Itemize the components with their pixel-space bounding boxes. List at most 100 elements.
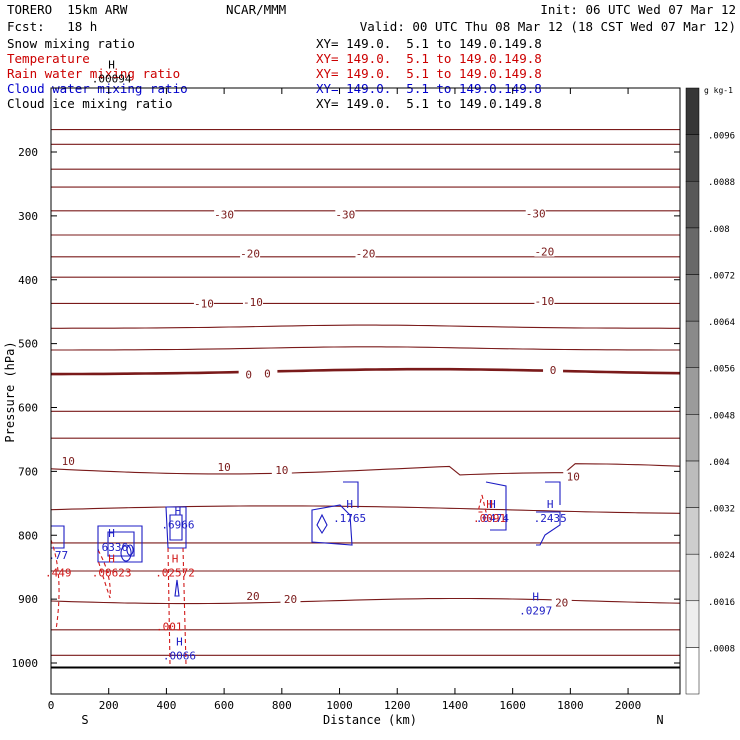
temperature-label-bg: [335, 208, 356, 220]
field-xy-temperature: XY= 149.0. 5.1 to 149.0.149.8: [316, 51, 542, 66]
x-tick-label: 1000: [326, 699, 353, 712]
rain-water-contour: [182, 547, 187, 666]
colorbar-label: .0056: [708, 365, 735, 375]
center-title: NCAR/MMM: [226, 2, 287, 17]
maximum-value: .0066: [163, 649, 196, 662]
colorbar-band: [685, 507, 700, 555]
y-axis-title: Pressure (hPa): [3, 341, 17, 442]
colorbar-band: [685, 600, 700, 648]
rain-water-contour: [50, 539, 60, 631]
rain-water-contour: [477, 494, 487, 513]
colorbar-band: [685, 227, 700, 275]
x-tick-label: 800: [272, 699, 292, 712]
temperature-label: 20: [284, 593, 297, 606]
isotherm-line: [50, 597, 681, 605]
maximum-value: .0474: [476, 512, 509, 525]
x-axis-title: Distance (km): [323, 713, 417, 727]
isotherm-line: [51, 324, 680, 329]
maximum-marker: H: [547, 498, 554, 511]
temperature-label: -20: [356, 248, 376, 261]
y-tick-label: 700: [18, 465, 38, 478]
colorbar-label: .004: [708, 458, 730, 468]
temperature-label-bg: [551, 596, 572, 608]
temperature-label-bg: [240, 247, 261, 259]
temperature-label-bg: [214, 460, 235, 472]
x-tick-label: 600: [214, 699, 234, 712]
cloud-water-contour: [545, 481, 561, 505]
temperature-label-bg: [242, 589, 263, 601]
temperature-label-bg: [355, 247, 376, 259]
colorbar-band: [685, 367, 700, 415]
temperature-label: 10: [275, 464, 288, 477]
x-tick-label: 1200: [384, 699, 411, 712]
rain-water-contour: [97, 549, 111, 599]
temperature-label-bg: [58, 455, 79, 467]
maximum-value: .6966: [161, 518, 194, 531]
temperature-label: 20: [555, 596, 568, 609]
temperature-label: -10: [243, 296, 263, 309]
temperature-label-bg: [257, 367, 278, 379]
temperature-labels: -30 -30 -30-20 -20 -20-10 -10 -100 0 010 10 10 1020…: [58, 207, 584, 609]
colorbar-band: [685, 274, 700, 322]
temperature-label-bg: [280, 593, 301, 605]
temperature-label: -30: [214, 209, 234, 222]
y-tick-label: 1000: [12, 657, 39, 670]
maximum-marker: H: [532, 591, 539, 604]
temperature-label-bg: [193, 297, 214, 309]
temperature-label-bg: [242, 296, 263, 308]
cloud-water-contour: [165, 506, 187, 549]
valid-time: Valid: 00 UTC Thu 08 Mar 12 (18 CST Wed …: [359, 19, 736, 34]
init-time: Init: 06 UTC Wed 07 Mar 12: [540, 2, 736, 17]
cloud-contours: [50, 481, 561, 666]
maximum-value: .77: [48, 549, 68, 562]
temperature-label-bg: [525, 207, 546, 219]
header: TORERO 15km ARW NCAR/MMM Init: 06 UTC We…: [0, 0, 740, 116]
endpoint-right-label: N: [656, 713, 663, 727]
temperature-label-bg: [534, 294, 555, 306]
temperature-label: 10: [62, 455, 75, 468]
colorbar-band: [685, 134, 700, 182]
colorbar-unit: g kg-1: [704, 86, 733, 95]
maximum-value: .449: [45, 566, 72, 579]
colorbar: .0008 .0016 .0024 .0032 .004 .0048 .0056 .0064.…: [685, 87, 735, 695]
temperature-label-bg: [238, 368, 259, 380]
temperature-label: 10: [217, 461, 230, 474]
maximum-marker: H: [489, 498, 496, 511]
x-tick-label: 2000: [615, 699, 642, 712]
cloud-water-contour: [107, 531, 135, 557]
maximum-marker: H: [176, 635, 183, 648]
cloud-water-contour: [169, 514, 183, 541]
temperature-label-bg: [214, 208, 235, 220]
maximum-value: .00094: [92, 73, 132, 86]
temperature-label: -30: [526, 207, 546, 220]
y-tick-label: 200: [18, 146, 38, 159]
colorbar-band: [685, 414, 700, 462]
temperature-label: -20: [534, 246, 554, 259]
colorbar-unit-label: g kg-1: [704, 86, 733, 95]
temperature-label: 10: [567, 470, 580, 483]
colorbar-label: .0024: [708, 551, 735, 561]
cloud-water-contour: [316, 513, 328, 535]
cloud-water-contour: [485, 481, 507, 531]
maximum-value: .0297: [519, 605, 552, 618]
y-tick-label: 900: [18, 593, 38, 606]
field-xy-snow: XY= 149.0. 5.1 to 149.0.149.8: [316, 36, 542, 51]
colorbar-label: .0016: [708, 598, 735, 608]
maximum-marker: H: [486, 498, 493, 511]
temperature-label: -10: [534, 295, 554, 308]
cloud-water-contour: [311, 504, 353, 546]
model-title: TORERO 15km ARW: [7, 2, 128, 17]
colorbar-label: .0072: [708, 271, 735, 281]
temperature-label: 20: [246, 590, 259, 603]
colorbar-band: [685, 320, 700, 368]
y-tick-label: 500: [18, 338, 38, 351]
maximum-marker: H: [346, 498, 353, 511]
colorbar-band: [685, 180, 700, 229]
endpoint-left-label: S: [81, 713, 88, 727]
field-label-rain: Rain water mixing ratio: [7, 66, 181, 81]
y-tick-label: 600: [18, 402, 38, 415]
cloud-water-contour: [343, 481, 359, 508]
forecast-hour: Fcst: 18 h: [7, 19, 98, 34]
y-tick-label: 400: [18, 274, 38, 287]
